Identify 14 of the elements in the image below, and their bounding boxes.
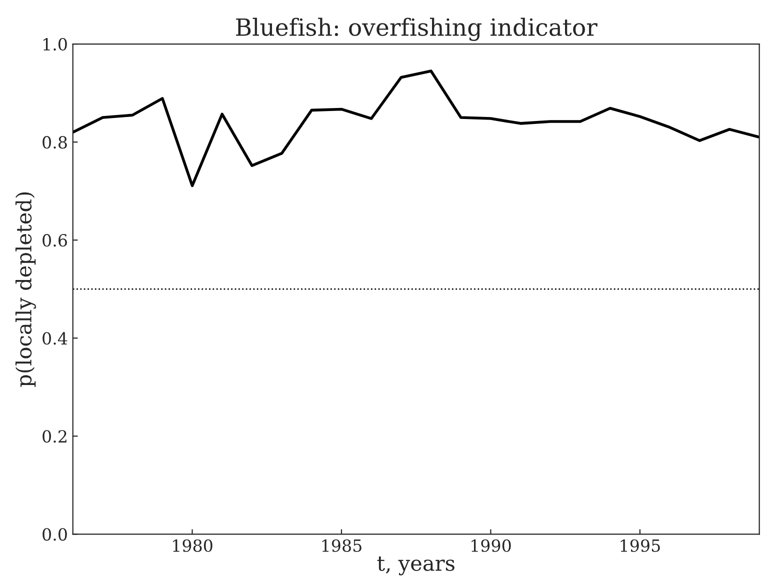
x-tick-label: 1985 xyxy=(322,539,362,552)
y-tick-label: 0.8 xyxy=(42,136,67,149)
x-axis-title: t, years xyxy=(377,556,454,576)
y-tick-label: 0.0 xyxy=(42,528,67,541)
x-tick-label: 1995 xyxy=(620,539,660,552)
x-tick-label: 1980 xyxy=(173,539,212,552)
y-tick-label: 1.0 xyxy=(44,38,67,51)
y-tick-label: 0.4 xyxy=(42,332,68,345)
y-tick-label: 0.6 xyxy=(42,234,67,247)
x-tick-label: 1990 xyxy=(472,539,511,552)
y-tick-label: 0.2 xyxy=(42,430,66,443)
line-series xyxy=(72,70,760,188)
chart-title: Bluefish: overfishing indicator xyxy=(236,18,598,41)
y-axis-title: p(locally depleted) xyxy=(15,192,36,387)
